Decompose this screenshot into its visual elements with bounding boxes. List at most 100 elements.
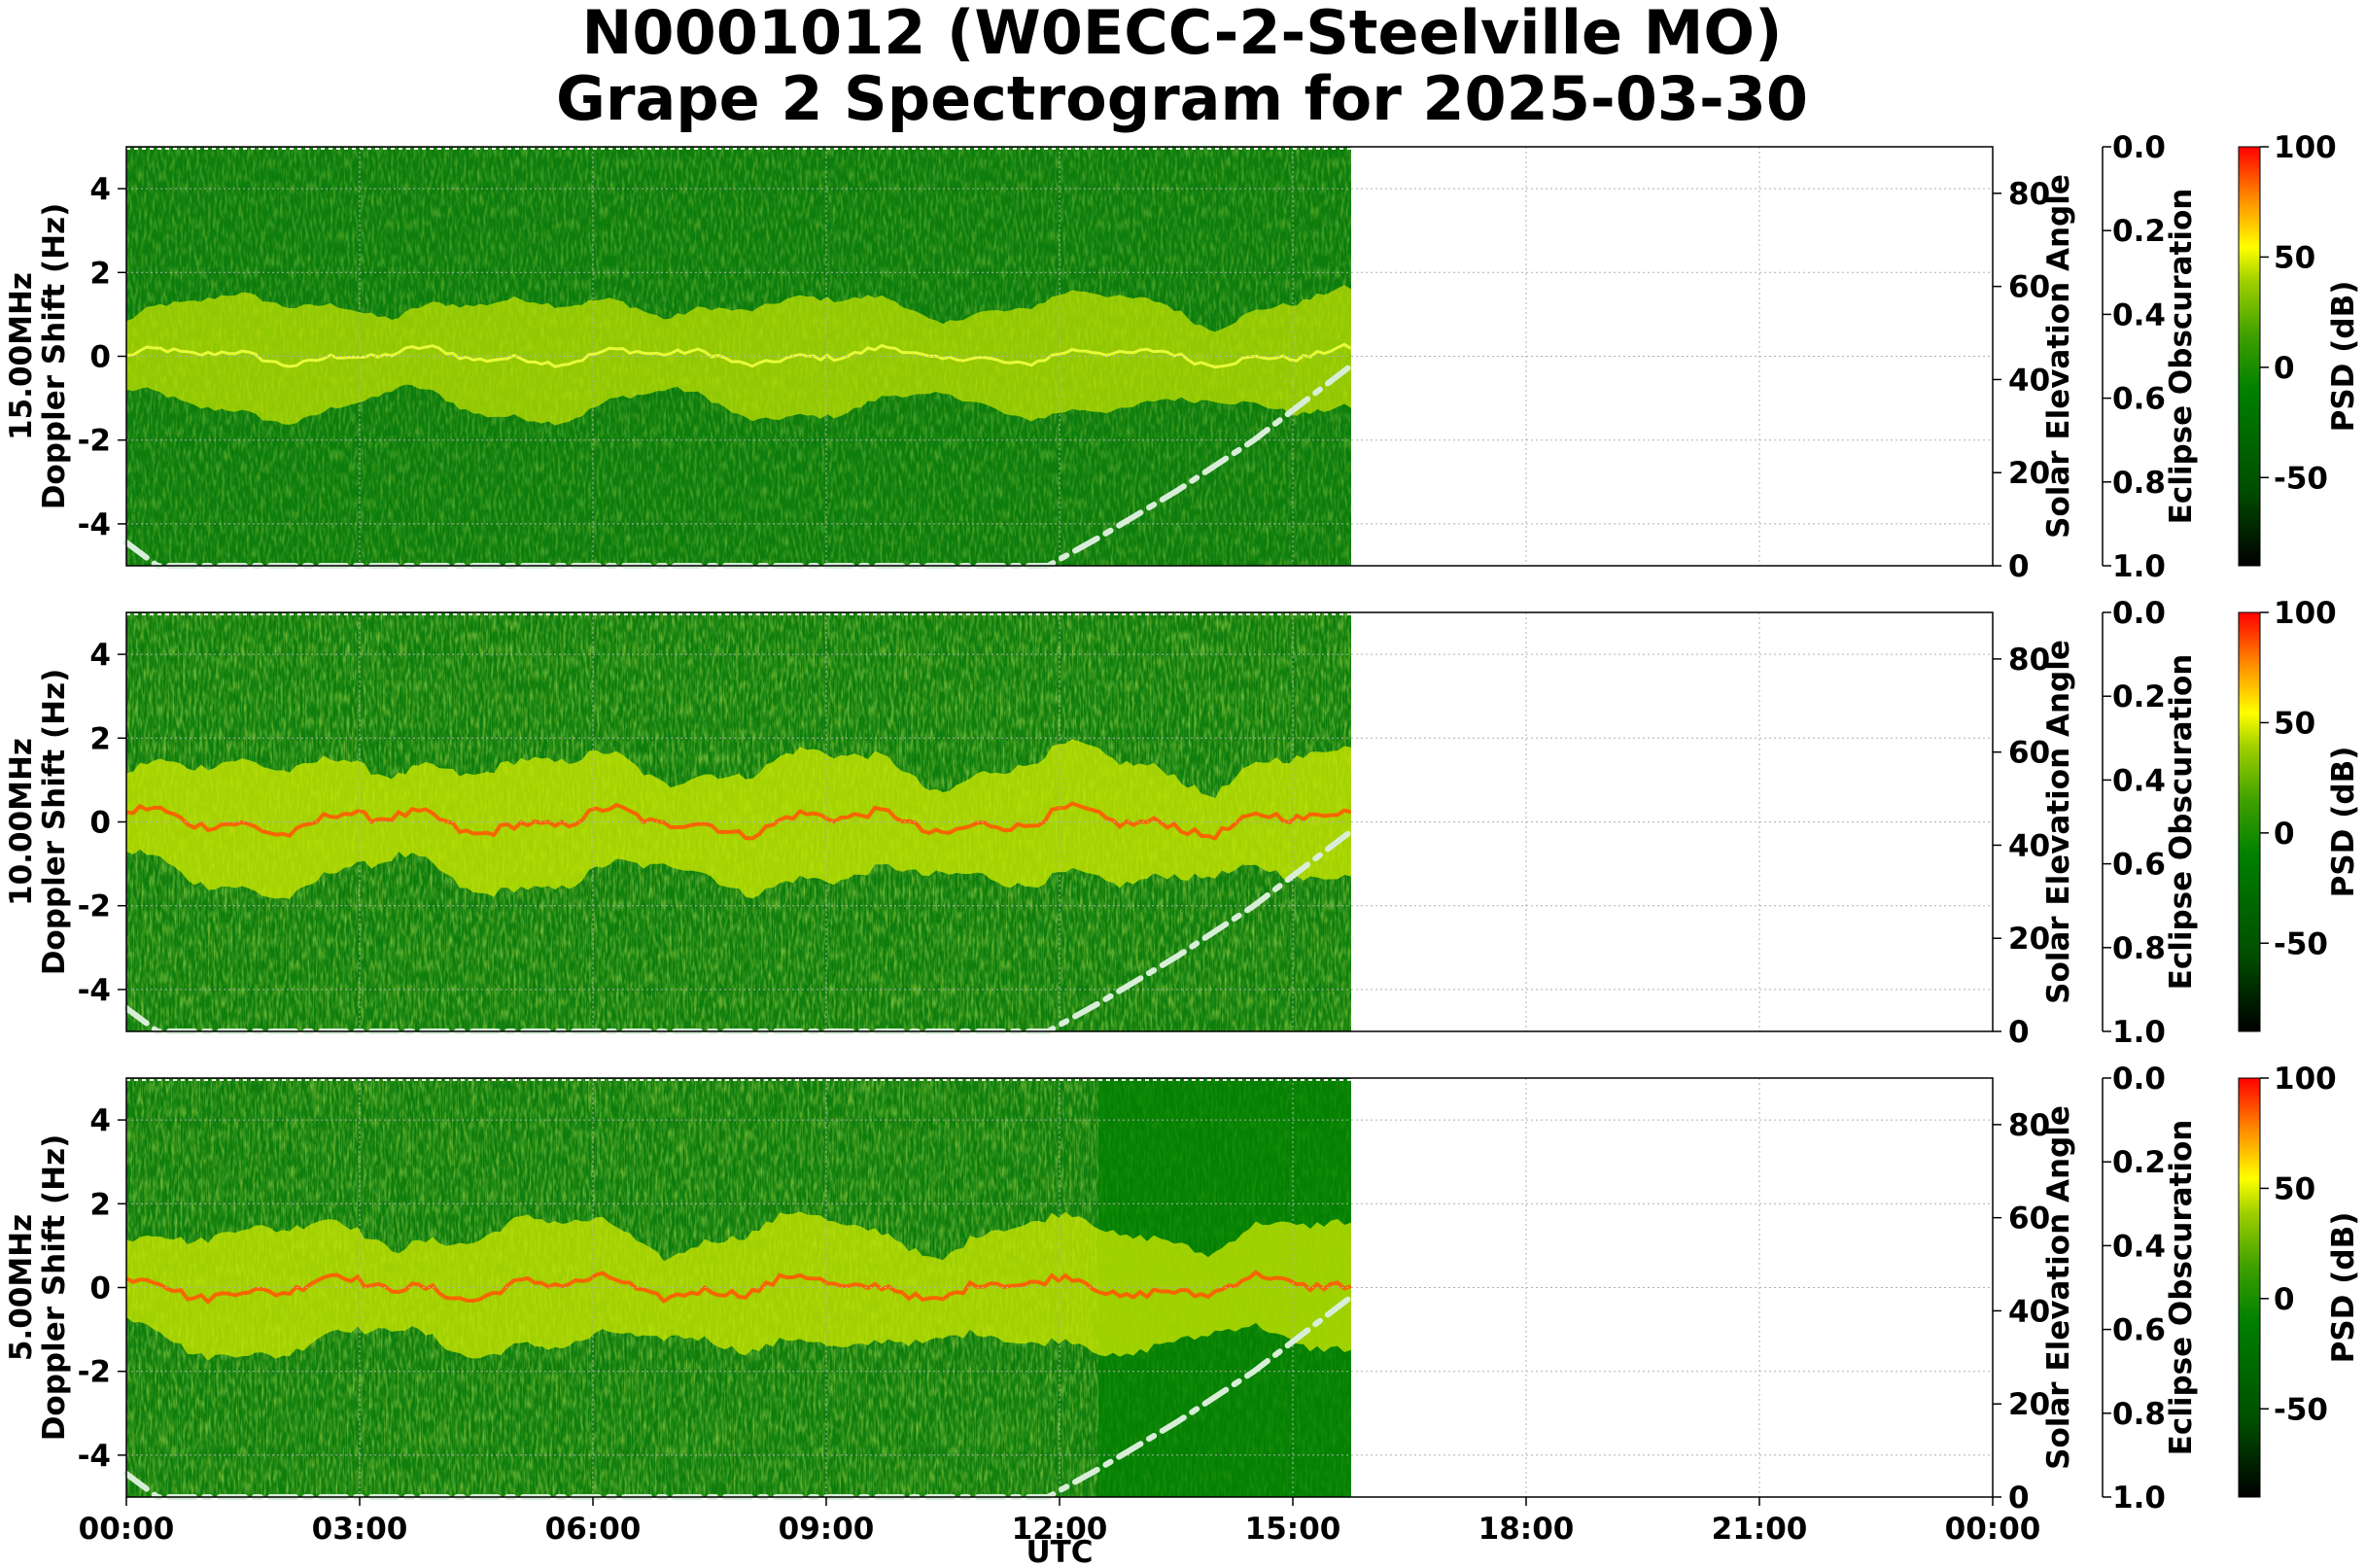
doppler-tick-label: -4	[78, 507, 111, 542]
colorbar-tick-label: 100	[2274, 130, 2337, 165]
colorbar	[2238, 1077, 2261, 1498]
solar-tick-label: 0	[2008, 1481, 2030, 1516]
x-tick-label: 06:00	[545, 1512, 642, 1547]
solar-axis-label: Solar Elevation Angle	[2041, 174, 2076, 539]
eclipse-tick-label: 0.8	[2112, 1397, 2166, 1432]
solar-axis-label: Solar Elevation Angle	[2041, 640, 2076, 1004]
colorbar-tick-label: 100	[2274, 1062, 2337, 1097]
solar-tick-label: 60	[2008, 1202, 2050, 1237]
eclipse-tick-label: 1.0	[2112, 1015, 2166, 1050]
doppler-tick-label: 0	[89, 1272, 111, 1307]
solar-tick-label: 80	[2008, 1108, 2050, 1143]
doppler-tick-label: -4	[78, 1439, 111, 1474]
x-tick-label: 03:00	[312, 1512, 408, 1547]
colorbar-tick-label: 0	[2274, 817, 2295, 852]
eclipse-tick-label: 0.8	[2112, 466, 2166, 501]
eclipse-tick-label: 0.8	[2112, 931, 2166, 966]
doppler-axis-label: Doppler Shift (Hz)	[37, 203, 72, 510]
solar-tick-label: 20	[2008, 456, 2050, 491]
eclipse-tick-label: 0.2	[2112, 679, 2166, 714]
colorbar	[2238, 611, 2261, 1032]
eclipse-tick-label: 0.6	[2112, 1313, 2166, 1348]
carrier-trace	[125, 342, 1352, 369]
x-tick-label: 09:00	[779, 1512, 875, 1547]
colorbar-label: PSD (dB)	[2326, 281, 2361, 433]
solar-tick-label: 0	[2008, 1015, 2030, 1050]
panel-frequency-label: 10.00MHz	[4, 738, 39, 906]
eclipse-tick-label: 1.0	[2112, 1481, 2166, 1516]
carrier-band	[125, 285, 1352, 426]
eclipse-axis-label: Eclipse Obscuration	[2164, 654, 2199, 991]
solar-tick-label: 20	[2008, 922, 2050, 957]
grid	[125, 612, 1994, 1031]
doppler-tick-label: 4	[89, 1103, 111, 1138]
doppler-tick-label: -4	[78, 973, 111, 1008]
x-axis-label: UTC	[1026, 1535, 1093, 1568]
panel-frequency-label: 15.00MHz	[4, 272, 39, 440]
eclipse-tick-label: 0.4	[2112, 763, 2166, 798]
chart-subtitle: Grape 2 Spectrogram for 2025-03-30	[556, 63, 1808, 134]
colorbar-tick-label: -50	[2274, 461, 2328, 496]
colorbar-tick-label: 100	[2274, 596, 2337, 631]
solar-tick-label: 0	[2008, 549, 2030, 584]
eclipse-tick-label: 0.2	[2112, 214, 2166, 249]
carrier-band	[125, 1211, 1352, 1361]
doppler-tick-label: -2	[78, 1355, 111, 1390]
solar-tick-label: 60	[2008, 736, 2050, 771]
doppler-tick-label: -2	[78, 424, 111, 459]
x-tick-label: 15:00	[1245, 1512, 1341, 1547]
solar-tick-label: 40	[2008, 828, 2050, 863]
x-tick-label: 00:00	[79, 1512, 175, 1547]
eclipse-tick-label: 0.6	[2112, 848, 2166, 883]
carrier-trace	[125, 1270, 1352, 1306]
solar-tick-label: 80	[2008, 643, 2050, 678]
solar-tick-label: 80	[2008, 177, 2050, 212]
doppler-tick-label: 2	[89, 1187, 111, 1222]
eclipse-tick-label: 0.0	[2112, 596, 2166, 631]
colorbar-tick-label: 0	[2274, 1282, 2295, 1317]
doppler-axis-label: Doppler Shift (Hz)	[37, 669, 72, 976]
doppler-tick-label: 4	[89, 172, 111, 207]
panel-frequency-label: 5.00MHz	[4, 1214, 39, 1361]
colorbar-tick-label: -50	[2274, 1392, 2328, 1427]
x-tick-label: 18:00	[1478, 1512, 1575, 1547]
colorbar-label: PSD (dB)	[2326, 1212, 2361, 1364]
doppler-tick-label: 0	[89, 340, 111, 375]
eclipse-axis-label: Eclipse Obscuration	[2164, 1120, 2199, 1456]
carrier-band-glow	[126, 739, 1351, 899]
solar-tick-label: 60	[2008, 270, 2050, 305]
solar-tick-label: 20	[2008, 1387, 2050, 1422]
colorbar-tick-label: 50	[2274, 240, 2315, 275]
eclipse-axis-label: Eclipse Obscuration	[2164, 189, 2199, 525]
x-tick-label: 00:00	[1945, 1512, 2041, 1547]
eclipse-tick-label: 0.0	[2112, 1062, 2166, 1097]
colorbar	[2238, 146, 2261, 567]
solar-tick-label: 40	[2008, 363, 2050, 398]
colorbar-label: PSD (dB)	[2326, 747, 2361, 898]
eclipse-tick-label: 0.0	[2112, 130, 2166, 165]
grid	[125, 147, 1994, 566]
eclipse-tick-label: 0.4	[2112, 297, 2166, 332]
doppler-tick-label: 0	[89, 806, 111, 841]
colorbar-tick-label: 50	[2274, 706, 2315, 741]
eclipse-tick-label: 0.6	[2112, 382, 2166, 417]
colorbar-tick-label: -50	[2274, 926, 2328, 961]
solar-tick-label: 40	[2008, 1294, 2050, 1329]
x-tick-label: 21:00	[1712, 1512, 1808, 1547]
doppler-axis-label: Doppler Shift (Hz)	[37, 1134, 72, 1442]
doppler-tick-label: 4	[89, 638, 111, 673]
eclipse-tick-label: 0.2	[2112, 1145, 2166, 1180]
doppler-tick-label: 2	[89, 256, 111, 291]
carrier-band-glow	[126, 285, 1351, 426]
chart-title: N0001012 (W0ECC-2-Steelville MO)	[582, 0, 1783, 68]
doppler-tick-label: 2	[89, 721, 111, 756]
x-tick-label: 12:00	[1012, 1512, 1108, 1547]
colorbar-tick-label: 0	[2274, 351, 2295, 386]
eclipse-tick-label: 1.0	[2112, 549, 2166, 584]
doppler-tick-label: -2	[78, 889, 111, 924]
carrier-band-glow	[126, 1211, 1351, 1361]
